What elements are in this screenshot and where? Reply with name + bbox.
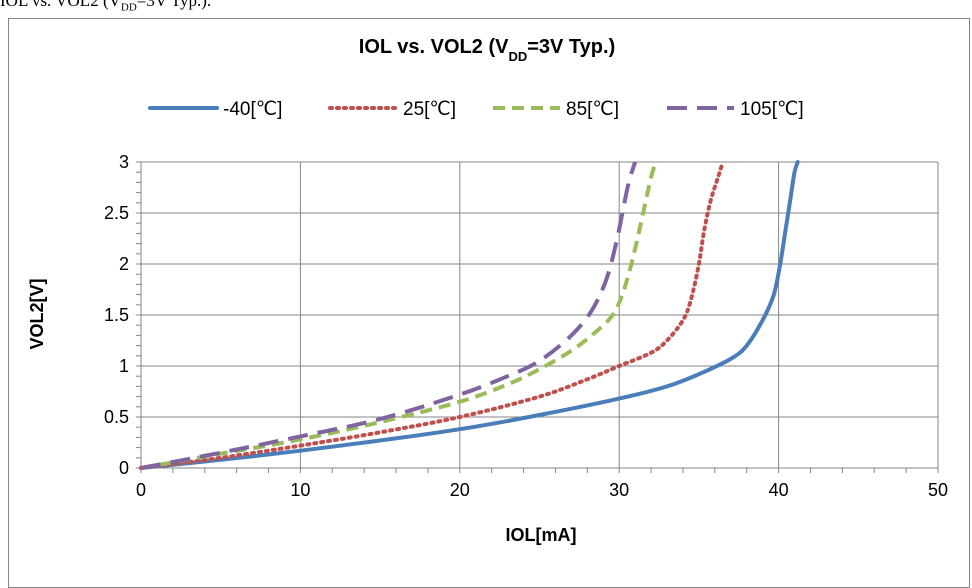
y-axis-title: VOL2[V]	[27, 278, 47, 349]
series-line	[140, 161, 638, 470]
x-tick-label: 50	[928, 480, 948, 500]
legend-label: -40[℃]	[223, 99, 282, 120]
x-axis-title: IOL[mA]	[506, 525, 577, 545]
y-tick-label: 3	[119, 152, 129, 172]
y-tick-label: 0	[119, 458, 129, 478]
legend-label: 85[℃]	[566, 99, 619, 120]
legend: -40[℃] 25[℃] 85[℃] 105[℃]	[148, 99, 804, 120]
figure-caption: IOL vs. VOL2 (VDD=3V Typ.).	[0, 0, 212, 14]
y-tick-label: 2.5	[104, 203, 129, 223]
legend-label: 25[℃]	[403, 99, 456, 120]
x-tick-label: 40	[769, 480, 789, 500]
y-tick-label: 1	[119, 356, 129, 376]
y-tick-label: 2	[119, 254, 129, 274]
series-layer	[139, 160, 800, 470]
x-tick-label: 10	[290, 480, 310, 500]
y-tick-label: 1.5	[104, 305, 129, 325]
x-tick-label: 20	[450, 480, 470, 500]
grid	[141, 161, 939, 468]
legend-label: 105[℃]	[740, 99, 804, 120]
y-tick-label: 0.5	[104, 407, 129, 427]
series-line	[139, 160, 800, 470]
x-tick-label: 0	[136, 480, 146, 500]
axes: 0 10 20 30 40 50 0 0.5 1 1.5 2 2.5 3	[104, 152, 948, 500]
chart-title: IOL vs. VOL2 (VDD=3V Typ.)	[359, 36, 615, 64]
x-tick-label: 30	[609, 480, 629, 500]
series-line	[139, 160, 725, 470]
